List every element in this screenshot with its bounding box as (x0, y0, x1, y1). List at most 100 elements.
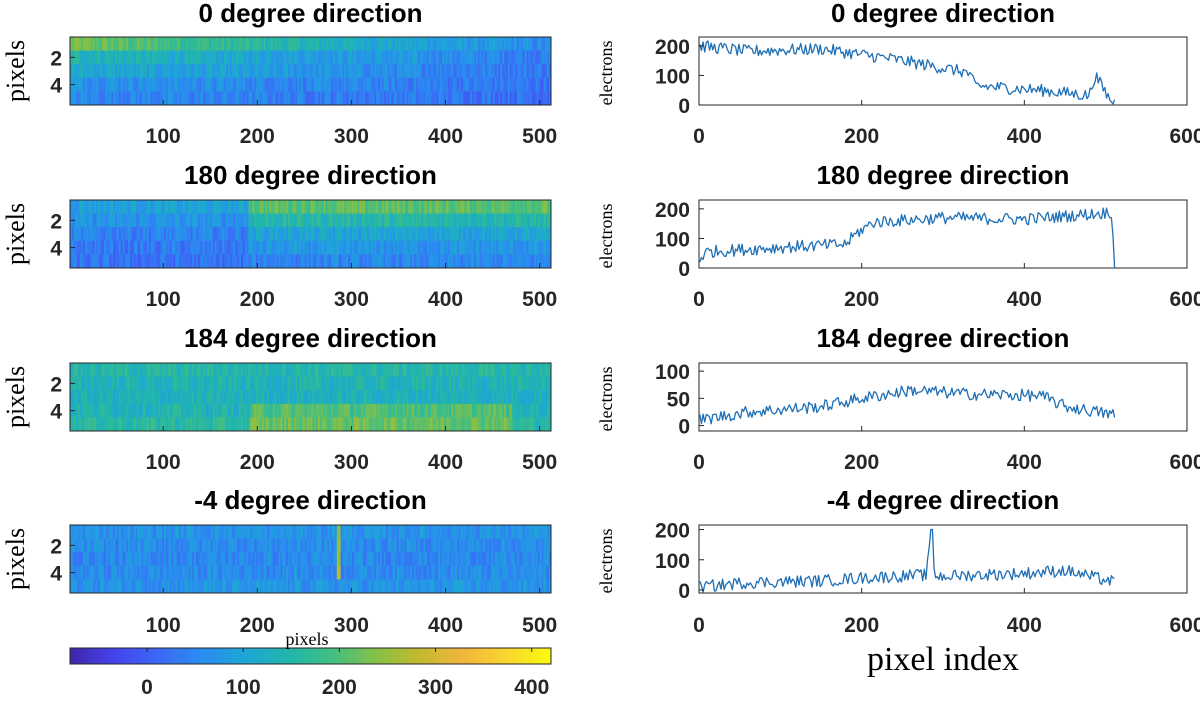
heatmap-cell (406, 37, 409, 52)
heatmap-cell (349, 200, 353, 215)
heatmap-cell (340, 417, 344, 431)
heatmap-cell (205, 200, 208, 215)
heatmap-cell (447, 376, 451, 391)
heatmap-cell (351, 240, 355, 255)
heatmap-cell (430, 403, 434, 418)
heatmap-cell (363, 213, 366, 228)
heatmap-cell (310, 403, 313, 418)
heatmap-cell (178, 565, 182, 580)
y-tick-label: 2 (50, 373, 62, 396)
heatmap-cell (269, 50, 272, 65)
heatmap-cell (167, 200, 171, 215)
heatmap-cell (100, 417, 103, 431)
heatmap-cell (472, 403, 475, 418)
heatmap-cell (171, 227, 174, 242)
heatmap-cell (233, 240, 236, 255)
heatmap-cell (321, 390, 325, 405)
heatmap-cell (432, 77, 436, 92)
heatmap-cell (380, 254, 383, 268)
heatmap-cell (124, 565, 127, 580)
heatmap-cell (79, 538, 82, 553)
heatmap-cell (101, 37, 105, 52)
heatmap-cell (430, 538, 434, 553)
x-tick-label: 0 (693, 288, 705, 311)
heatmap-cell (103, 50, 107, 65)
heatmap-cell (98, 579, 101, 593)
heatmap-cell (479, 525, 483, 540)
heatmap-cell (261, 390, 265, 405)
heatmap-cell (235, 77, 238, 92)
heatmap-cell (122, 37, 126, 52)
heatmap-cell (81, 240, 84, 255)
heatmap-cell (195, 37, 199, 52)
heatmap-cell (325, 525, 329, 540)
heatmap-cell (528, 565, 531, 580)
heatmap-cell (265, 417, 268, 431)
heatmap-cell (88, 254, 92, 268)
heatmap-cell (455, 417, 458, 431)
heatmap-cell (327, 37, 330, 52)
heatmap-cell (314, 37, 317, 52)
heatmap-cell (319, 403, 323, 418)
heatmap-cell (380, 37, 383, 52)
heatmap-cell (182, 376, 186, 391)
heatmap-cell (515, 64, 518, 79)
heatmap-cell (70, 200, 73, 215)
heatmap-cell (240, 227, 244, 242)
heatmap-cell (227, 390, 231, 405)
heatmap-cell (229, 417, 233, 431)
heatmap-cell (71, 417, 75, 431)
heatmap-cell (464, 77, 468, 92)
heatmap-cell (325, 254, 329, 268)
heatmap-cell (116, 64, 120, 79)
heatmap-cell (231, 417, 235, 431)
heatmap-cell (70, 254, 73, 268)
heatmap-cell (86, 552, 90, 567)
heatmap-cell (271, 50, 274, 65)
heatmap-cell (447, 213, 451, 228)
heatmap-cell (105, 552, 109, 567)
heatmap-cell (539, 37, 543, 52)
heatmap-cell (500, 363, 503, 378)
heatmap-cell (549, 37, 551, 52)
heatmap-cell (509, 403, 513, 418)
heatmap-cell (154, 240, 158, 255)
heatmap-cell (333, 565, 336, 580)
heatmap-cell (284, 390, 287, 405)
heatmap-cell (207, 417, 210, 431)
heatmap-cell (154, 91, 158, 105)
heatmap-cell (291, 200, 295, 215)
heatmap-cell (515, 538, 518, 553)
heatmap-cell (81, 579, 84, 593)
heatmap-cell (440, 240, 443, 255)
heatmap-cell (316, 403, 319, 418)
heatmap-cell (509, 200, 513, 215)
heatmap-cell (128, 37, 131, 52)
heatmap-cell (359, 552, 362, 567)
heatmap-cell (158, 213, 161, 228)
heatmap-cell (299, 565, 302, 580)
heatmap-cell (272, 254, 276, 268)
heatmap-cell (406, 403, 409, 418)
heatmap-cell (71, 37, 75, 52)
x-tick-label: 600 (1169, 125, 1200, 148)
heatmap-cell (188, 363, 191, 378)
heatmap-cell (430, 227, 434, 242)
heatmap-cell (162, 50, 165, 65)
heatmap-cell (158, 363, 161, 378)
heatmap-cell (150, 227, 154, 242)
heatmap-cell (218, 538, 221, 553)
y-tick-label: 200 (655, 199, 690, 222)
heatmap-cell (318, 538, 321, 553)
heatmap-cell (252, 50, 255, 65)
heatmap-cell (124, 240, 127, 255)
heatmap-cell (363, 417, 366, 431)
heatmap-cell (139, 77, 142, 92)
heatmap-cell (135, 50, 139, 65)
heatmap-cell (458, 37, 462, 52)
heatmap-cell (349, 376, 353, 391)
heatmap-cell (158, 417, 161, 431)
heatmap-cell (150, 50, 154, 65)
heatmap-cell (209, 552, 212, 567)
heatmap-cell (173, 403, 176, 418)
